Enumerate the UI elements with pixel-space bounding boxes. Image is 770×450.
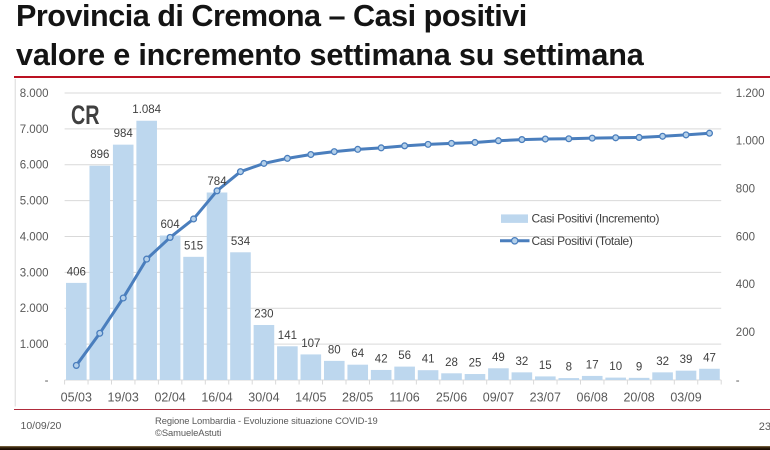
svg-text:19/03: 19/03 [108,391,139,405]
svg-text:05/03: 05/03 [61,391,92,405]
svg-text:534: 534 [231,236,251,248]
svg-text:6.000: 6.000 [20,160,49,172]
svg-text:4.000: 4.000 [20,231,49,243]
svg-text:11/06: 11/06 [389,391,419,405]
svg-text:32: 32 [656,356,669,368]
svg-text:Casi Positivi (Incremento): Casi Positivi (Incremento) [532,212,660,226]
svg-text:02/04: 02/04 [154,391,185,405]
svg-text:06/08: 06/08 [577,391,608,405]
svg-text:28: 28 [445,357,458,369]
svg-text:-: - [736,375,740,387]
svg-text:406: 406 [67,266,86,278]
svg-text:230: 230 [254,309,273,321]
svg-text:64: 64 [351,348,364,360]
svg-text:03/09: 03/09 [670,391,701,405]
svg-text:1.000: 1.000 [20,339,49,351]
svg-text:Casi Positivi (Totale): Casi Positivi (Totale) [532,234,633,248]
svg-text:3.000: 3.000 [20,267,49,279]
svg-text:200: 200 [736,327,755,339]
svg-text:15: 15 [539,360,552,372]
svg-text:9: 9 [636,361,642,373]
svg-text:42: 42 [375,354,388,366]
svg-text:56: 56 [398,350,411,362]
svg-text:41: 41 [422,354,435,366]
svg-text:14/05: 14/05 [295,391,326,405]
svg-text:107: 107 [301,338,320,350]
svg-text:25/06: 25/06 [436,391,467,405]
svg-text:CR: CR [71,100,100,130]
svg-text:604: 604 [161,219,181,231]
svg-text:1.000: 1.000 [736,136,765,148]
svg-text:80: 80 [328,344,341,356]
svg-text:600: 600 [736,231,755,243]
svg-text:896: 896 [90,149,109,161]
svg-text:32: 32 [516,356,529,368]
svg-text:400: 400 [736,279,755,291]
svg-text:49: 49 [492,352,505,364]
svg-text:1.200: 1.200 [736,88,765,100]
svg-text:09/07: 09/07 [483,391,514,405]
svg-text:39: 39 [680,354,693,366]
svg-text:8: 8 [566,362,572,374]
svg-text:30/04: 30/04 [248,391,279,405]
svg-text:25: 25 [469,358,482,370]
svg-text:23/07: 23/07 [530,391,561,405]
svg-text:-: - [45,375,49,387]
svg-text:16/04: 16/04 [201,391,232,405]
svg-text:10: 10 [609,361,622,373]
svg-text:20/08: 20/08 [623,391,654,405]
svg-text:5.000: 5.000 [20,196,49,208]
svg-text:800: 800 [736,184,755,196]
svg-text:515: 515 [184,240,203,252]
svg-text:47: 47 [703,352,716,364]
svg-text:2.000: 2.000 [20,303,49,315]
svg-text:17: 17 [586,359,599,371]
svg-text:1.084: 1.084 [132,104,161,116]
svg-text:28/05: 28/05 [342,391,373,405]
svg-text:984: 984 [114,128,134,140]
svg-text:141: 141 [278,330,297,342]
svg-text:7.000: 7.000 [20,124,49,136]
svg-text:784: 784 [207,176,227,188]
svg-text:8.000: 8.000 [20,88,49,100]
